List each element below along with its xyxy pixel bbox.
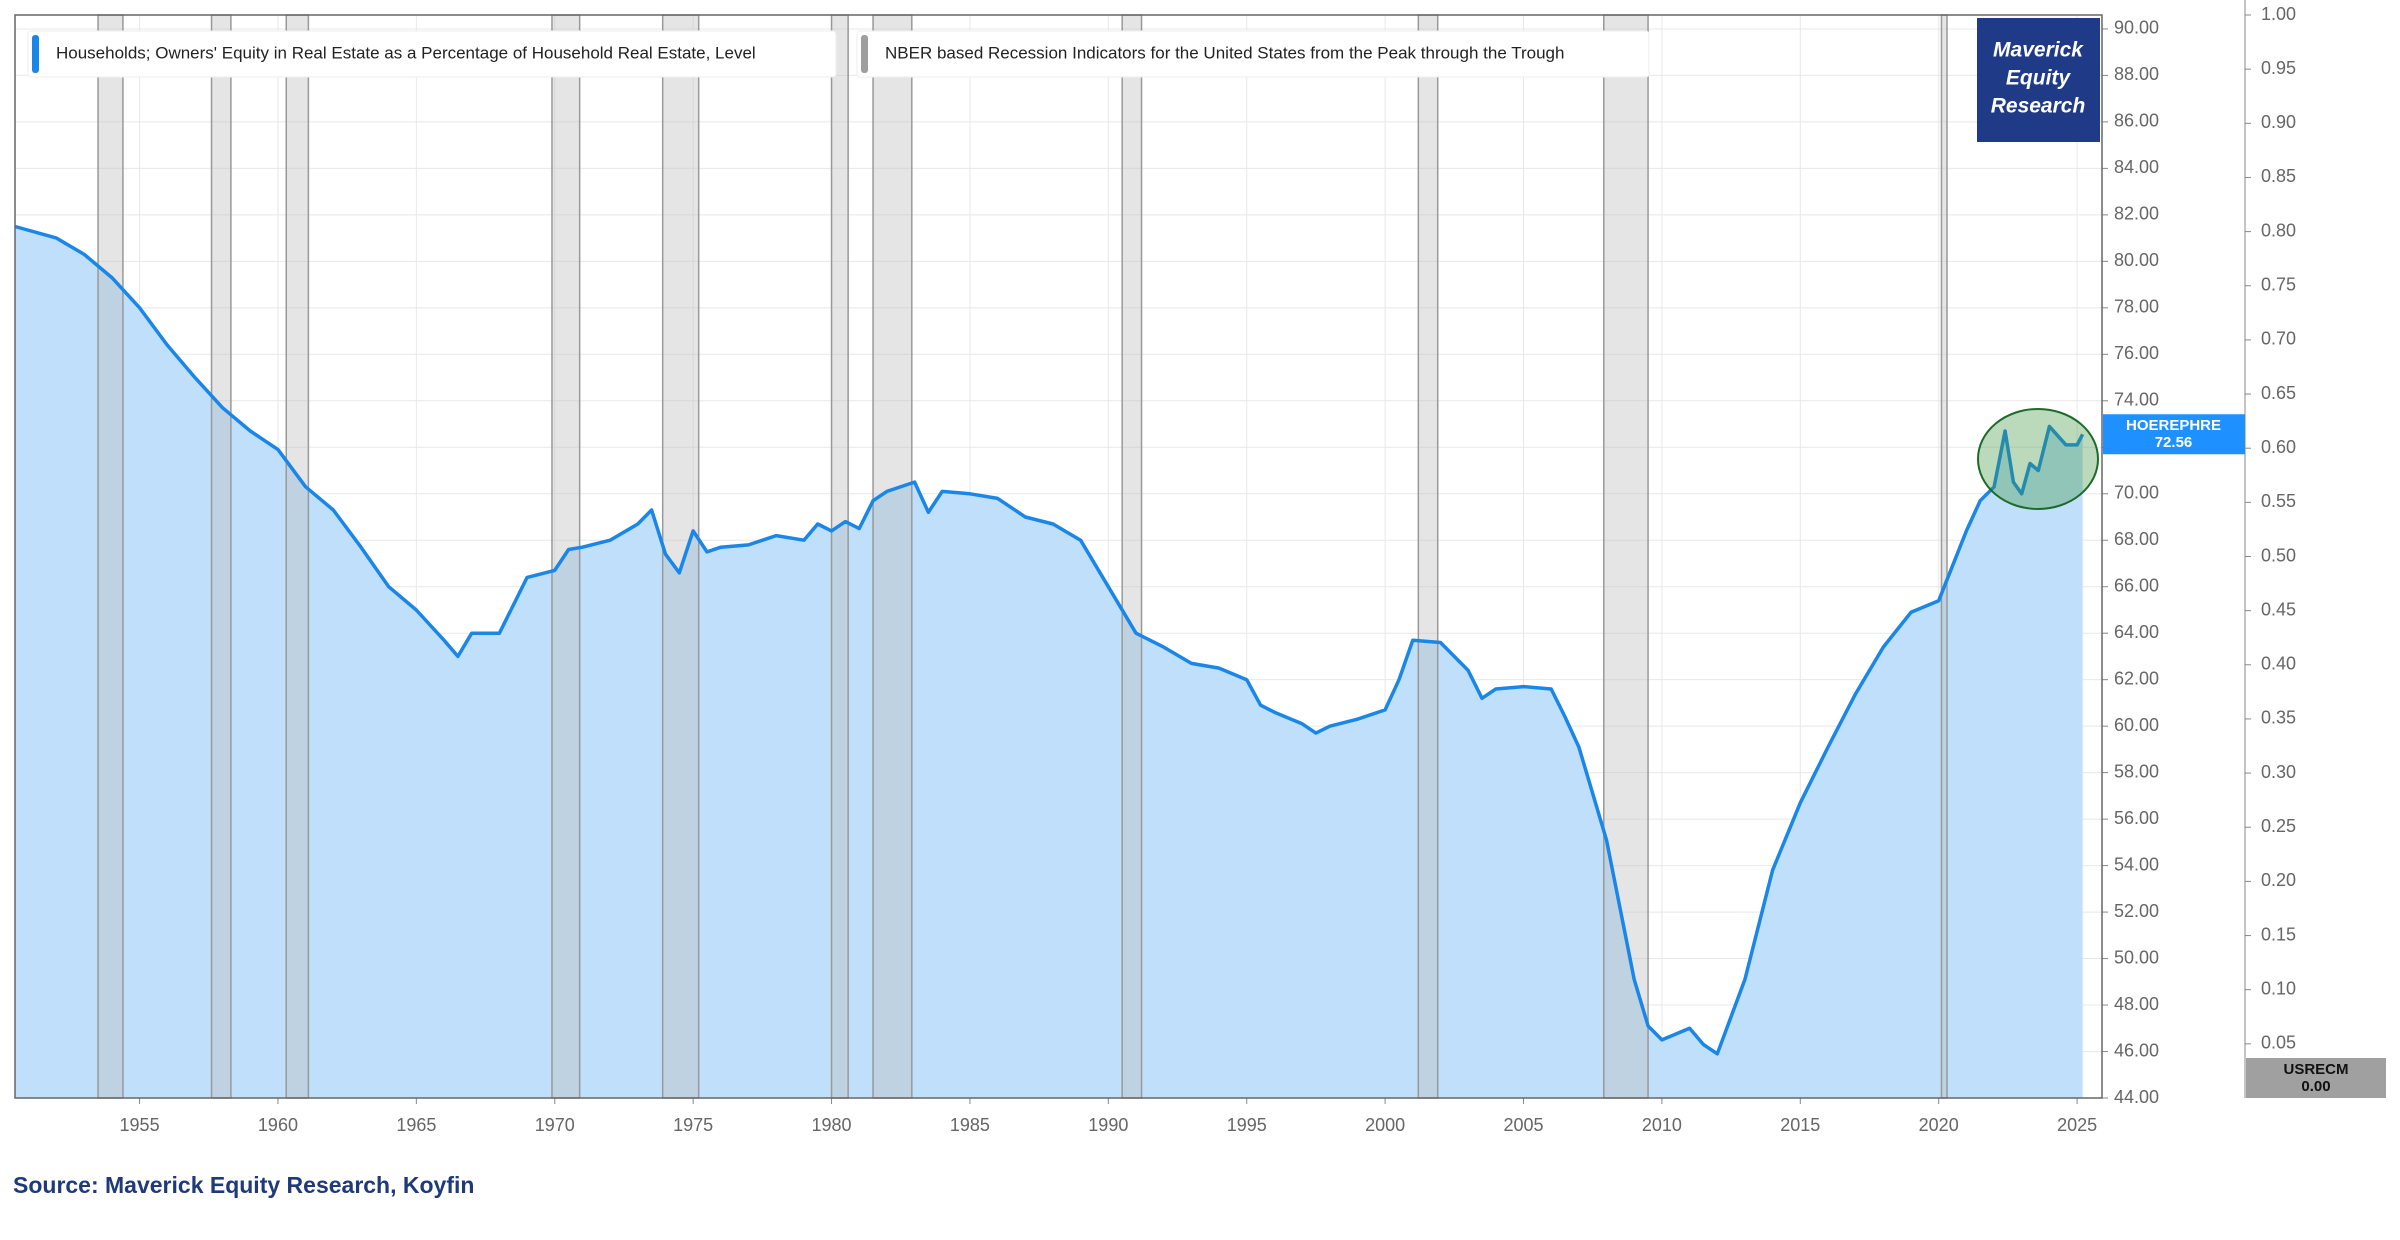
logo-text: Maverick <box>1993 39 2084 62</box>
y2-tick-label: 0.75 <box>2261 275 2296 295</box>
x-tick-label: 2025 <box>2057 1115 2097 1135</box>
x-tick-label: 1965 <box>396 1115 436 1135</box>
legend-label: Households; Owners' Equity in Real Estat… <box>56 43 756 62</box>
y-tick-label: 90.00 <box>2114 18 2159 38</box>
x-tick-label: 1995 <box>1227 1115 1267 1135</box>
y2-tick-label: 0.80 <box>2261 220 2296 240</box>
legend-box <box>856 30 1650 78</box>
y-tick-label: 50.00 <box>2114 947 2159 967</box>
area <box>15 226 2083 1098</box>
x-tick-label: 1960 <box>258 1115 298 1135</box>
x-tick-label: 1980 <box>812 1115 852 1135</box>
recession-band <box>1940 14 1948 1099</box>
y2-tick-label: 0.60 <box>2261 437 2296 457</box>
y-tick-label: 52.00 <box>2114 901 2159 921</box>
x-tick-label: 1955 <box>120 1115 160 1135</box>
x-tick-label: 1975 <box>673 1115 713 1135</box>
y2-tick-label: 0.20 <box>2261 870 2296 890</box>
y-tick-label: 86.00 <box>2114 111 2159 131</box>
x-tick-label: 2005 <box>1503 1115 1543 1135</box>
last-value-tag <box>2103 414 2245 455</box>
y-tick-label: 88.00 <box>2114 64 2159 84</box>
last-value: 72.56 <box>2155 434 2193 451</box>
last-value-2: 0.00 <box>2301 1078 2330 1095</box>
recession-band <box>1603 14 1649 1099</box>
y-tick-label: 70.00 <box>2114 483 2159 503</box>
x-tick-label: 1990 <box>1088 1115 1128 1135</box>
logo-text: Research <box>1991 95 2086 118</box>
y2-tick-label: 1.00 <box>2261 4 2296 24</box>
y-tick-label: 44.00 <box>2114 1087 2159 1107</box>
line <box>14 224 2085 1056</box>
recession-band <box>285 14 310 1099</box>
y2-tick-label: 0.15 <box>2261 924 2296 944</box>
y-tick-label: 58.00 <box>2114 761 2159 781</box>
last-value-name-2: USRECM <box>2283 1061 2348 1078</box>
y2-tick-label: 0.05 <box>2261 1033 2296 1053</box>
x-tick-label: 2000 <box>1365 1115 1405 1135</box>
y2-tick-label: 0.90 <box>2261 112 2296 132</box>
source: Source: Maverick Equity Research, Koyfin <box>13 1172 474 1198</box>
y2-tick-label: 0.30 <box>2261 762 2296 782</box>
y2-tick-label: 0.45 <box>2261 599 2296 619</box>
legend-box <box>27 30 837 78</box>
y-tick-label: 64.00 <box>2114 622 2159 642</box>
y-tick-label: 74.00 <box>2114 390 2159 410</box>
plot-frame <box>14 14 2103 1099</box>
y-tick-label: 48.00 <box>2114 994 2159 1014</box>
x-tick-label: 1985 <box>950 1115 990 1135</box>
recession-band <box>210 14 232 1099</box>
y2-tick-label: 0.10 <box>2261 978 2296 998</box>
highlight-ellipse <box>1977 408 2099 510</box>
recession-band <box>872 14 913 1099</box>
y-tick-label: 80.00 <box>2114 250 2159 270</box>
y-tick-label: 62.00 <box>2114 668 2159 688</box>
y2-tick-label: 0.70 <box>2261 329 2296 349</box>
y-tick-label: 78.00 <box>2114 297 2159 317</box>
y-tick-label: 76.00 <box>2114 343 2159 363</box>
last-value-name: HOEREPHRE <box>2126 417 2221 434</box>
legend-label: NBER based Recession Indicators for the … <box>885 43 1564 62</box>
x-tick-label: 1970 <box>535 1115 575 1135</box>
y2-tick-label: 0.35 <box>2261 708 2296 728</box>
x-tick-label: 2020 <box>1919 1115 1959 1135</box>
y-tick-label: 66.00 <box>2114 575 2159 595</box>
y2-tick-label: 0.50 <box>2261 545 2296 565</box>
recession-band <box>1417 14 1439 1099</box>
logo-text: Equity <box>2006 67 2071 90</box>
y2-tick-label: 0.25 <box>2261 816 2296 836</box>
recession-band <box>1121 14 1143 1099</box>
y-tick-label: 46.00 <box>2114 1040 2159 1060</box>
y2-tick-label: 0.65 <box>2261 383 2296 403</box>
logo-box <box>1977 18 2100 142</box>
recession-band <box>830 14 849 1099</box>
y-tick-label: 60.00 <box>2114 715 2159 735</box>
legend-swatch <box>32 35 39 73</box>
y-tick-label: 56.00 <box>2114 808 2159 828</box>
y-tick-label: 82.00 <box>2114 204 2159 224</box>
y2-tick-label: 0.85 <box>2261 166 2296 186</box>
last-value-tag-2 <box>2246 1058 2386 1098</box>
y2-tick-label: 0.95 <box>2261 58 2296 78</box>
y-tick-label: 54.00 <box>2114 854 2159 874</box>
x-tick-label: 2015 <box>1780 1115 1820 1135</box>
x-tick-label: 2010 <box>1642 1115 1682 1135</box>
y2-tick-label: 0.55 <box>2261 491 2296 511</box>
y-tick-label: 68.00 <box>2114 529 2159 549</box>
legend-swatch <box>861 35 868 73</box>
y2-tick-label: 0.40 <box>2261 654 2296 674</box>
recession-band <box>97 14 124 1099</box>
y-tick-label: 84.00 <box>2114 157 2159 177</box>
